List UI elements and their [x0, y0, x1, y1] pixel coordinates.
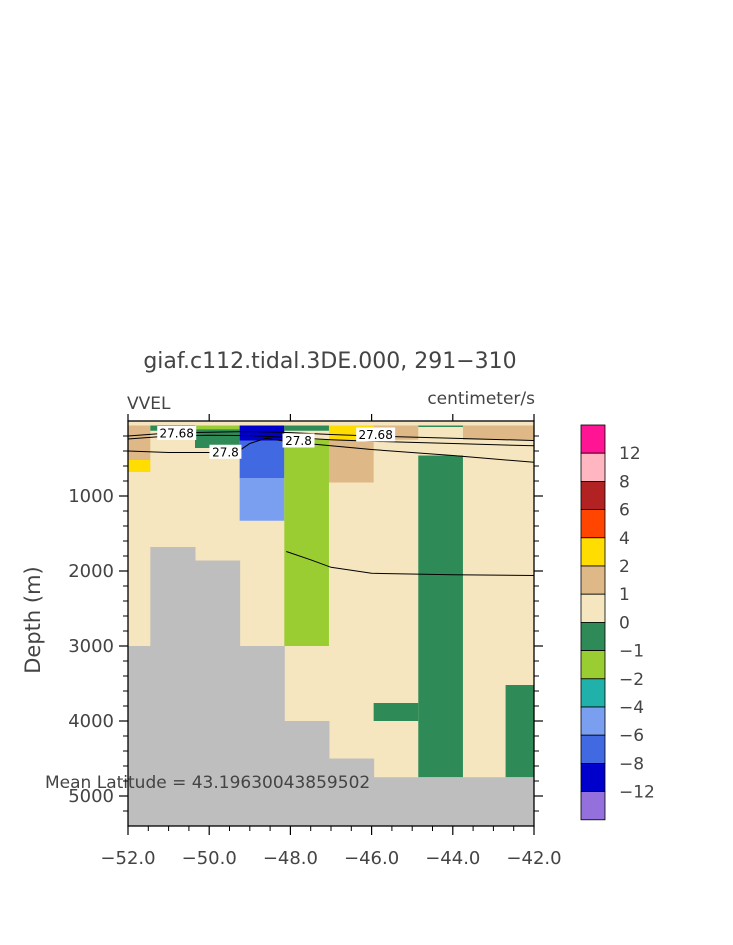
- x-tick-label: −48.0: [263, 848, 318, 869]
- y-tick-label: 3000: [68, 636, 114, 657]
- colorbar-label: −12: [619, 783, 655, 803]
- colorbar-label: −8: [619, 754, 644, 774]
- velocity-cell: [128, 460, 151, 472]
- colorbar-label: −6: [619, 726, 644, 746]
- velocity-cell: [194, 429, 240, 448]
- density-contour-line: [127, 437, 535, 463]
- colorbar-swatch: [580, 480, 606, 510]
- x-tick-label: −44.0: [425, 848, 480, 869]
- y-tick-label: 4000: [68, 711, 114, 732]
- y-tick-label: 1000: [68, 486, 114, 507]
- colorbar-label: 0: [619, 613, 630, 633]
- colorbar-swatch: [580, 622, 606, 652]
- colorbar-swatch: [580, 650, 606, 680]
- contour-label: 27.68: [160, 427, 194, 441]
- y-axis-label: Depth (m): [21, 566, 45, 673]
- contour-label: 27.8: [285, 434, 312, 448]
- contour-label-box: [282, 433, 315, 448]
- velocity-cell: [328, 439, 374, 483]
- units-label: centimeter/s: [427, 389, 535, 409]
- velocity-cell: [128, 425, 151, 460]
- colorbar-swatch: [580, 424, 606, 454]
- velocity-cell: [418, 425, 463, 427]
- x-tick-label: −42.0: [506, 848, 561, 869]
- colorbar-label: 2: [619, 557, 630, 577]
- velocity-cell: [194, 425, 240, 430]
- velocity-cell: [505, 685, 534, 778]
- contour-labels: 27.68 27.8 27.8 27.68: [157, 426, 396, 459]
- bathymetry-land: [418, 777, 535, 826]
- x-tick-label: −50.0: [182, 848, 237, 869]
- bathymetry-land: [284, 721, 330, 826]
- mean-latitude-annotation: Mean Latitude = 43.19630043859502: [45, 773, 370, 793]
- y-tick-label: 2000: [68, 561, 114, 582]
- colorbar-label: −2: [619, 670, 644, 690]
- bathymetry-land: [150, 547, 196, 826]
- chart-title: giaf.c112.tidal.3DE.000, 291−310: [143, 349, 516, 374]
- velocity-cell: [462, 425, 534, 440]
- colorbar-label: −1: [619, 642, 644, 662]
- colorbar-swatch: [580, 565, 606, 595]
- bathymetry-land: [239, 646, 285, 826]
- contour-label-box: [157, 426, 197, 440]
- bathymetry-land: [373, 777, 419, 826]
- velocity-cell: [239, 440, 285, 478]
- contour-label: 27.68: [358, 428, 392, 442]
- colorbar-swatch: [580, 537, 606, 567]
- density-contour-line: [286, 551, 535, 576]
- y-tick-label: 5000: [68, 786, 114, 807]
- velocity-cell: [239, 425, 285, 441]
- velocity-cell: [418, 455, 463, 778]
- colorbar-swatch: [580, 452, 606, 482]
- bathymetry-land: [328, 758, 375, 826]
- colorbar-label: 1: [619, 585, 630, 605]
- colorbar-label: −4: [619, 698, 644, 718]
- colorbar-swatch: [580, 706, 606, 736]
- axes: −52.0 −50.0 −48.0 −46.0 −44.0 −42.0 1000 2000 30…: [68, 414, 562, 869]
- colorbar-swatch: [580, 791, 606, 821]
- velocity-cell: [239, 478, 285, 521]
- colorbar-swatch: [580, 593, 606, 623]
- x-tick-label: −46.0: [344, 848, 399, 869]
- colorbar-label: 12: [619, 444, 641, 464]
- x-tick-label: −52.0: [100, 848, 155, 869]
- velocity-cell: [373, 703, 419, 721]
- colorbar-label: 8: [619, 472, 630, 492]
- colorbar: 12 8 6 4 2 1 0 −1 −2 −4 −6 −8 −12: [580, 424, 655, 821]
- plot-area: [128, 421, 535, 826]
- velocity-cell: [284, 425, 329, 431]
- colorbar-label: 4: [619, 529, 630, 549]
- colorbar-swatch: [580, 509, 606, 539]
- colorbar-swatch: [580, 763, 606, 793]
- contour-label: 27.8: [212, 445, 239, 459]
- bathymetry-land: [128, 646, 151, 826]
- bathymetry-land: [194, 560, 241, 826]
- velocity-cell: [284, 439, 329, 646]
- colorbar-label: 6: [619, 501, 630, 521]
- contour-label-box: [209, 444, 242, 459]
- variable-label: VVEL: [127, 394, 171, 414]
- colorbar-swatch: [580, 734, 606, 764]
- contour-label-box: [356, 427, 396, 442]
- colorbar-swatch: [580, 678, 606, 708]
